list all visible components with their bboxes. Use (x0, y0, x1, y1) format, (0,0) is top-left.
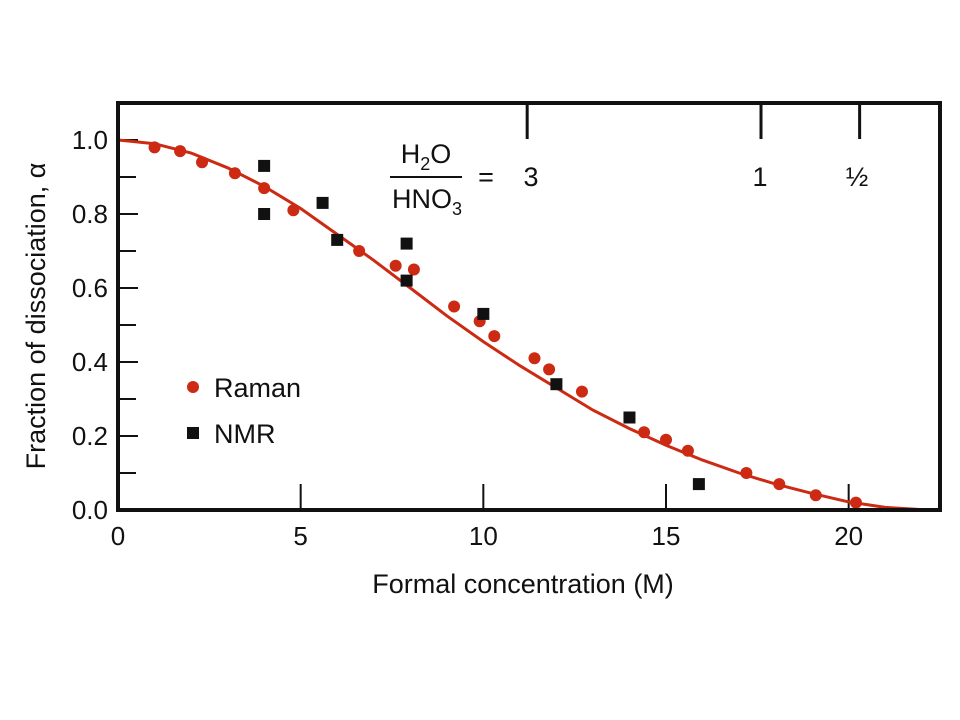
nmr-point (477, 307, 490, 320)
ratio-numerator: H2O (401, 139, 452, 174)
fit-curve (117, 138, 941, 512)
raman-point (407, 263, 420, 276)
ratio-equals: = (478, 162, 494, 192)
raman-point (681, 444, 694, 457)
legend-raman-marker (187, 381, 199, 393)
x-tick-label: 15 (652, 521, 681, 551)
x-axis-label: Formal concentration (M) (372, 569, 674, 599)
nmr-point (692, 478, 705, 491)
raman-point (196, 156, 209, 169)
tick-labels: 0.0 0.2 0.4 0.6 0.8 1.0 0 5 10 15 20 (72, 125, 863, 551)
raman-point (660, 433, 672, 446)
nmr-point (550, 378, 563, 391)
raman-point (809, 489, 822, 502)
raman-point (773, 478, 786, 491)
raman-point (638, 426, 651, 439)
y-axis-label: Fraction of dissociation, α (21, 163, 51, 470)
y-tick-label: 0.0 (72, 495, 108, 525)
ratio-denominator: HNO3 (392, 184, 462, 219)
raman-point (849, 496, 862, 509)
nmr-point (400, 237, 413, 250)
y-tick-label: 0.6 (72, 273, 108, 303)
raman-point (488, 330, 501, 343)
ratio-marker-label: 1 (752, 162, 767, 192)
nmr-point (258, 159, 271, 172)
ratio-annotation: H2O HNO3 = 3 1 ½ (390, 103, 868, 219)
raman-point (174, 145, 187, 158)
nmr-point (623, 411, 636, 424)
raman-point (389, 259, 402, 272)
raman-point (228, 167, 241, 180)
raman-point (353, 245, 366, 257)
plot-frame (116, 101, 942, 512)
y-tick-label: 0.2 (72, 421, 108, 451)
nmr-point (258, 208, 271, 220)
ratio-marker-label: ½ (846, 162, 869, 192)
legend-raman-label: Raman (214, 373, 301, 403)
raman-point (575, 385, 588, 398)
y-tick-label: 1.0 (72, 125, 108, 155)
y-tick-label: 0.8 (72, 199, 108, 229)
nmr-point (316, 196, 329, 209)
raman-point (740, 467, 753, 479)
raman-point (528, 352, 541, 365)
data-points (148, 141, 862, 509)
legend: Raman NMR (187, 373, 301, 449)
raman-point (543, 363, 556, 376)
nmr-point (400, 274, 413, 287)
raman-point (287, 204, 300, 217)
legend-nmr-marker (187, 427, 199, 439)
ratio-marker-label: 3 (523, 162, 538, 192)
nmr-point (331, 233, 344, 246)
legend-nmr-label: NMR (214, 419, 276, 449)
y-tick-label: 0.4 (72, 347, 108, 377)
x-tick-label: 20 (834, 521, 863, 551)
x-tick-label: 5 (293, 521, 307, 551)
raman-point (258, 182, 271, 195)
x-tick-label: 10 (469, 521, 498, 551)
x-tick-label: 0 (111, 521, 125, 551)
raman-point (148, 141, 161, 154)
raman-point (448, 300, 461, 313)
